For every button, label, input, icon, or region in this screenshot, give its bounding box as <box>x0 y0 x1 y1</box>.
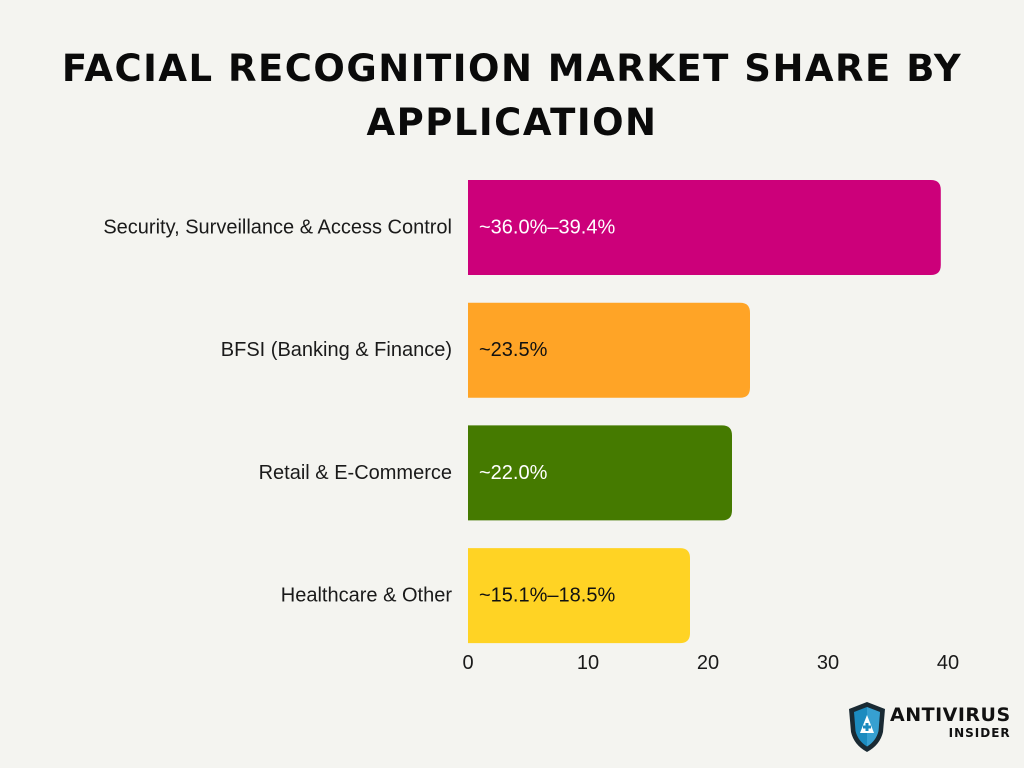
bar <box>468 180 941 275</box>
chart-title: Facial Recognition Market Share by Appli… <box>61 47 963 144</box>
bar <box>468 548 690 644</box>
data-label: ~15.1%–18.5% <box>479 585 615 607</box>
category-label: Healthcare & Other <box>281 585 453 607</box>
brand-name: ANTIVIRUS <box>890 704 1011 726</box>
x-tick-label: 10 <box>577 652 599 674</box>
bar <box>468 302 750 398</box>
x-tick-label: 0 <box>462 652 473 674</box>
data-label: ~22.0% <box>479 462 548 484</box>
x-tick-label: 20 <box>697 652 719 674</box>
category-label: BFSI (Banking & Finance) <box>221 339 452 361</box>
category-label: Retail & E-Commerce <box>259 462 452 484</box>
shield-icon <box>849 702 885 752</box>
data-label: ~23.5% <box>479 339 548 361</box>
bar <box>468 425 732 521</box>
brand-sub: INSIDER <box>948 726 1011 740</box>
brand-logo: ANTIVIRUS INSIDER <box>846 700 1010 754</box>
x-tick-label: 40 <box>937 652 959 674</box>
x-tick-label: 30 <box>817 652 839 674</box>
category-label: Security, Surveillance & Access Control <box>103 217 452 239</box>
data-label: ~36.0%–39.4% <box>479 217 615 239</box>
